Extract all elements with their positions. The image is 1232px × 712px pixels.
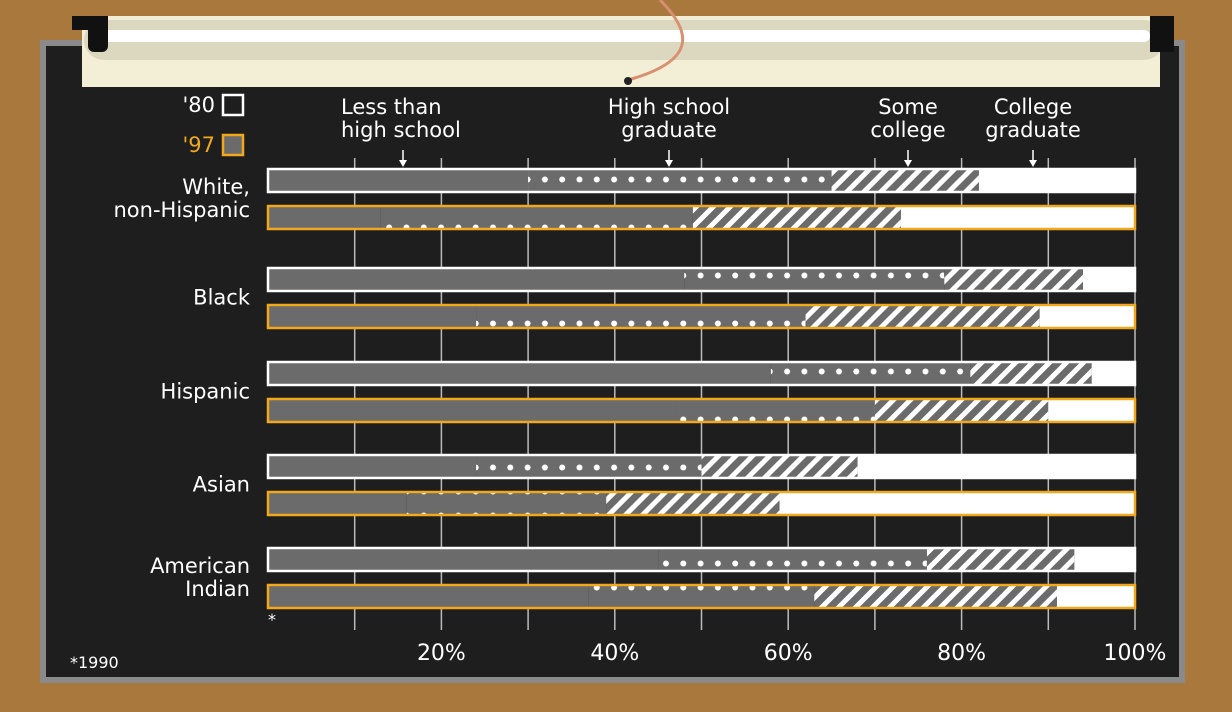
bar-segment xyxy=(268,169,529,192)
bar-outline xyxy=(266,546,1137,573)
bar-segment xyxy=(970,362,1092,385)
cord xyxy=(627,0,685,82)
bar-segment xyxy=(831,169,979,192)
bar-segment xyxy=(814,585,1057,608)
bar-segment xyxy=(268,399,676,422)
bar-segment xyxy=(268,492,407,515)
bar-outline xyxy=(266,583,1137,610)
x-tick-label: 80% xyxy=(937,641,986,666)
arrow-head xyxy=(399,160,407,167)
segment-label: Less than high school xyxy=(341,95,461,142)
x-tick-label: 60% xyxy=(764,641,813,666)
bar-outline xyxy=(266,453,1137,480)
bar-segment xyxy=(675,399,875,422)
bar-outline xyxy=(266,167,1137,194)
bar-segment xyxy=(476,455,702,478)
bar-segment xyxy=(268,362,771,385)
bar-segment xyxy=(770,362,971,385)
bar-segment xyxy=(268,585,589,608)
segment-label: Some college xyxy=(870,95,946,142)
bar-segment xyxy=(380,206,693,229)
cord-knob xyxy=(624,77,632,85)
bar-segment xyxy=(926,548,1075,571)
x-tick-label: 40% xyxy=(590,641,639,666)
bar-segment xyxy=(1056,585,1135,608)
bar-segment xyxy=(900,206,1135,229)
category-label: Black xyxy=(193,285,250,310)
bar-segment xyxy=(978,169,1135,192)
bar-outline xyxy=(266,266,1137,293)
legend-swatch xyxy=(221,93,245,117)
bar-segment xyxy=(874,399,1049,422)
bar-segment xyxy=(406,492,607,515)
bar-segment xyxy=(268,455,477,478)
bar-segment xyxy=(268,268,685,291)
bar-outline xyxy=(266,303,1137,330)
segment-label: College graduate xyxy=(985,95,1081,142)
scroll-shine xyxy=(90,30,1150,42)
hook xyxy=(88,16,108,52)
hook xyxy=(1150,16,1174,52)
bar-segment xyxy=(476,305,806,328)
bar-segment xyxy=(805,305,1040,328)
legend-label: '80 xyxy=(182,93,216,117)
bar-segment xyxy=(692,206,901,229)
category-label: Asian xyxy=(192,472,250,497)
bar-segment xyxy=(1074,548,1135,571)
bar-segment xyxy=(528,169,832,192)
category-label: Hispanic xyxy=(160,379,250,404)
legend-label: '97 xyxy=(182,133,216,157)
bar-segment xyxy=(779,492,1135,515)
segment-label: High school graduate xyxy=(607,95,731,142)
bar-outline xyxy=(266,397,1137,424)
bar-segment xyxy=(588,585,815,608)
bar-segment xyxy=(658,548,927,571)
x-tick-label: 20% xyxy=(417,641,466,666)
bar-segment xyxy=(268,305,477,328)
arrow-head xyxy=(1029,160,1037,167)
bar-outline xyxy=(266,360,1137,387)
bar-segment xyxy=(944,268,1083,291)
legend-swatch xyxy=(221,133,245,157)
bar-segment xyxy=(1039,305,1135,328)
bar-segment xyxy=(1091,362,1135,385)
bar-outline xyxy=(266,490,1137,517)
bar-segment xyxy=(1048,399,1135,422)
arrow-head xyxy=(665,160,673,167)
footnote-marker: * xyxy=(268,610,276,629)
x-tick-label: 100% xyxy=(1104,641,1167,666)
category-label: American Indian xyxy=(150,554,250,601)
bar-segment xyxy=(857,455,1135,478)
bar-segment xyxy=(268,548,659,571)
bar-segment xyxy=(701,455,858,478)
bar-outline xyxy=(266,204,1137,231)
bar-segment xyxy=(268,206,381,229)
footnote: *1990 xyxy=(70,653,119,672)
bar-segment xyxy=(1082,268,1135,291)
bar-segment xyxy=(684,268,945,291)
bar-segment xyxy=(606,492,780,515)
category-label: White, non-Hispanic xyxy=(113,175,251,222)
arrow-head xyxy=(904,160,912,167)
